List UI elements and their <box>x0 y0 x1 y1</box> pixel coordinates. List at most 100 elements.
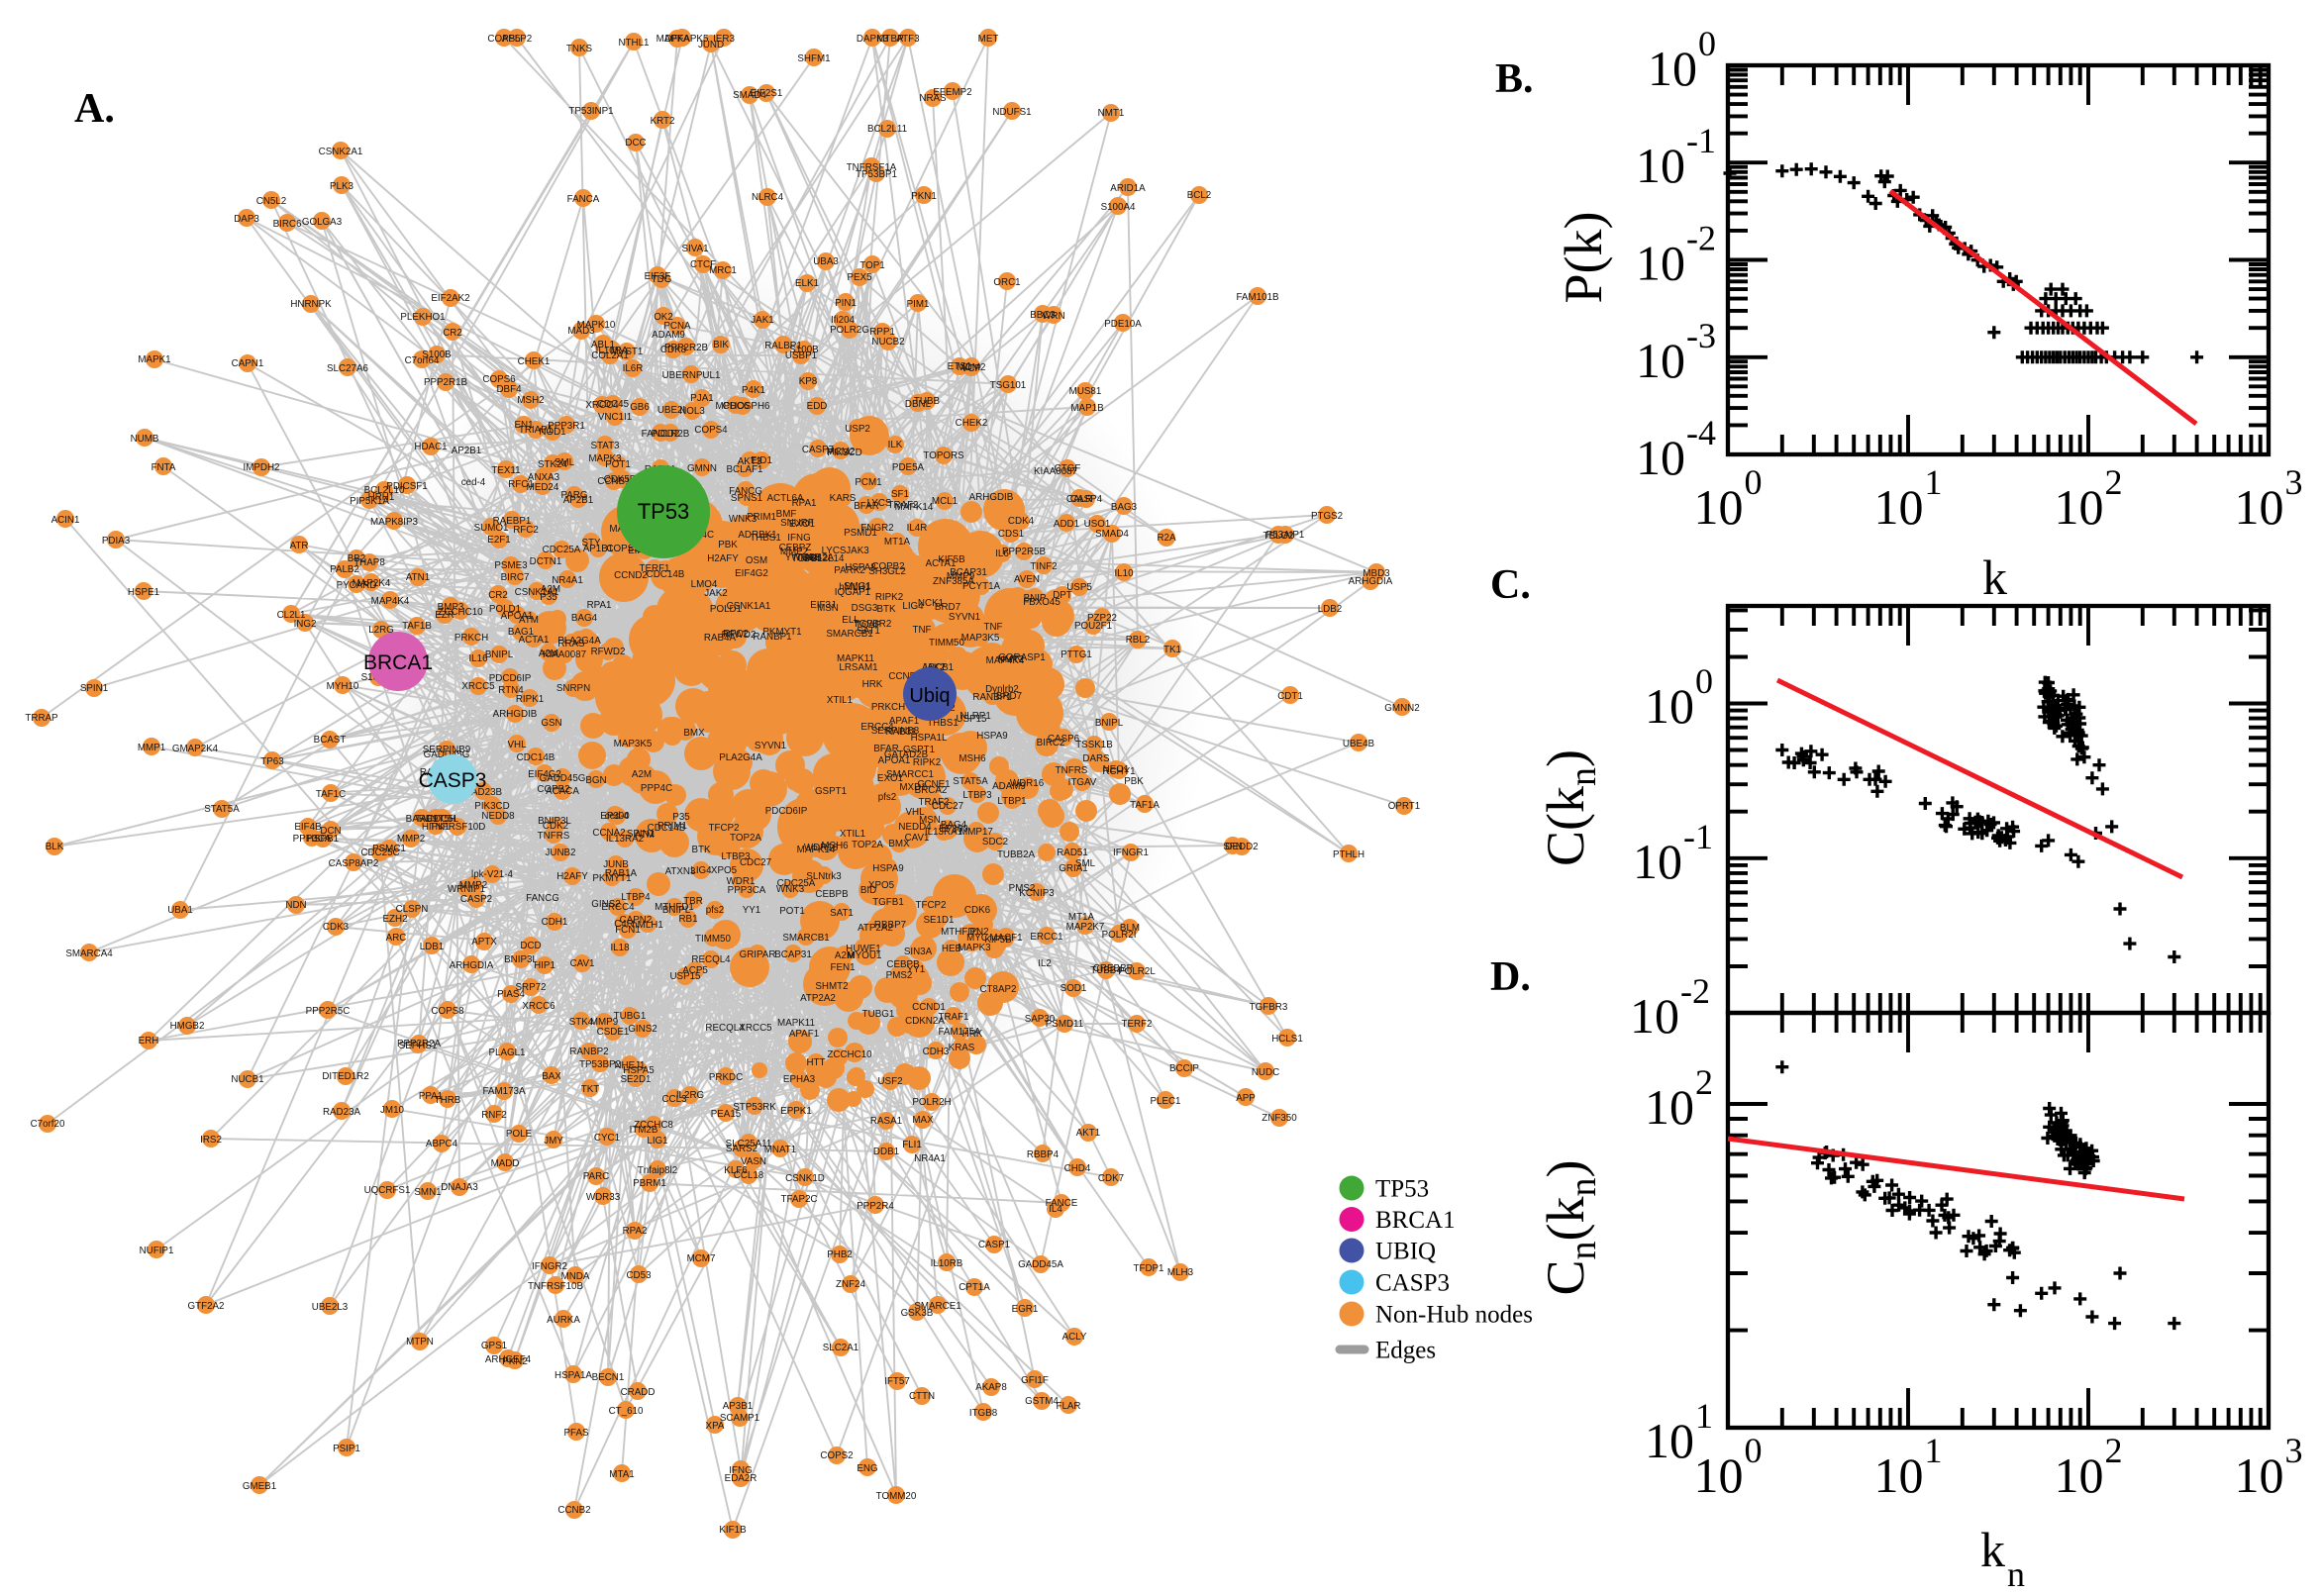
svg-text:10: 10 <box>2235 479 2284 535</box>
svg-text:SEPHS1: SEPHS1 <box>399 1041 438 1051</box>
svg-text:VHL: VHL <box>507 740 527 750</box>
svg-text:MAP3K5: MAP3K5 <box>961 633 1000 644</box>
svg-text:GTF2A2: GTF2A2 <box>187 1301 224 1312</box>
svg-text:IFNG: IFNG <box>729 1465 752 1476</box>
svg-text:PIK3CD: PIK3CD <box>474 801 509 812</box>
svg-text:BNIPL: BNIPL <box>662 905 691 916</box>
svg-text:KCNIP3: KCNIP3 <box>1019 888 1055 899</box>
svg-text:10: 10 <box>2235 1447 2284 1503</box>
svg-text:LDB1: LDB1 <box>420 942 445 952</box>
svg-text:AKAP8: AKAP8 <box>975 1382 1007 1393</box>
svg-text:HSPA9: HSPA9 <box>872 863 903 874</box>
svg-text:2: 2 <box>1695 1062 1713 1102</box>
svg-text:UBA3: UBA3 <box>813 256 839 267</box>
svg-text:SYVN1: SYVN1 <box>949 612 980 623</box>
svg-text:THAP8: THAP8 <box>354 557 385 568</box>
svg-text:NUMB: NUMB <box>131 434 159 445</box>
svg-text:A2M: A2M <box>541 584 560 595</box>
svg-text:CDC25A: CDC25A <box>777 878 816 889</box>
svg-text:RECQL4: RECQL4 <box>705 1023 745 1034</box>
svg-text:GSPT1: GSPT1 <box>903 745 935 755</box>
svg-text:MSN: MSN <box>817 603 839 614</box>
svg-text:MUS81: MUS81 <box>1069 386 1102 397</box>
svg-text:BRCA1: BRCA1 <box>1375 1207 1456 1234</box>
svg-text:LTBP3: LTBP3 <box>962 790 992 801</box>
svg-text:TNFRS: TNFRS <box>538 831 570 842</box>
svg-text:UBERNPUL1: UBERNPUL1 <box>662 370 721 381</box>
svg-text:ADAM9: ADAM9 <box>652 330 685 341</box>
svg-text:TNKS: TNKS <box>566 44 593 54</box>
svg-text:TAF1B: TAF1B <box>402 621 432 632</box>
svg-text:GSN: GSN <box>541 718 561 729</box>
svg-text:GRIA1: GRIA1 <box>1059 863 1087 874</box>
svg-text:GSTM4: GSTM4 <box>1025 1396 1059 1407</box>
svg-text:ATR: ATR <box>290 541 309 551</box>
svg-text:ERCC1: ERCC1 <box>1030 932 1062 943</box>
svg-text:MSH6: MSH6 <box>959 753 986 764</box>
svg-text:GB6: GB6 <box>630 402 650 413</box>
svg-text:BAG1: BAG1 <box>508 627 534 638</box>
svg-text:k: k <box>1982 549 2007 605</box>
svg-text:MAP3K5: MAP3K5 <box>614 739 653 749</box>
svg-text:ERCC4: ERCC4 <box>860 722 894 733</box>
svg-text:ATP2A2: ATP2A2 <box>858 923 893 934</box>
svg-text:GSK3B: GSK3B <box>901 1308 934 1319</box>
svg-text:HMGB2: HMGB2 <box>170 1021 205 1032</box>
svg-text:BMX: BMX <box>683 728 705 739</box>
svg-text:k: k <box>1980 1522 2005 1577</box>
svg-text:BTK: BTK <box>876 604 896 615</box>
svg-text:PCNA: PCNA <box>663 321 691 332</box>
svg-text:FAM173A: FAM173A <box>482 1086 525 1097</box>
svg-text:HSPA1L: HSPA1L <box>911 733 948 744</box>
svg-text:BNIP3L: BNIP3L <box>504 954 538 965</box>
svg-text:MAPK10: MAPK10 <box>577 320 616 331</box>
svg-text:RIPK2: RIPK2 <box>875 592 903 603</box>
svg-text:PPP2R5B: PPP2R5B <box>1002 547 1047 557</box>
svg-text:POLE: POLE <box>506 1129 533 1140</box>
svg-text:EP300: EP300 <box>600 811 630 822</box>
svg-text:SHMT2: SHMT2 <box>815 981 848 992</box>
svg-text:PKN1: PKN1 <box>911 191 937 202</box>
svg-text:PEX5: PEX5 <box>847 272 872 283</box>
svg-text:IFNGR1: IFNGR1 <box>1113 848 1149 858</box>
svg-text:RIPK1: RIPK1 <box>516 694 544 705</box>
svg-text:XPO5: XPO5 <box>711 865 738 876</box>
svg-text:USF2: USF2 <box>877 1076 902 1087</box>
svg-text:PTTG1: PTTG1 <box>1060 649 1092 660</box>
svg-text:IL6R: IL6R <box>623 363 644 374</box>
svg-text:MAX: MAX <box>912 1115 934 1126</box>
svg-text:RRAS: RRAS <box>557 639 585 649</box>
svg-text:SPNS1: SPNS1 <box>731 493 762 504</box>
svg-text:TRRAP: TRRAP <box>25 713 58 724</box>
svg-text:BCL2L11: BCL2L11 <box>867 124 907 135</box>
svg-text:CASP4: CASP4 <box>1070 494 1103 505</box>
svg-text:XRCC6: XRCC6 <box>522 1001 556 1012</box>
svg-text:C.: C. <box>1490 562 1531 608</box>
svg-text:SNURF: SNURF <box>780 518 814 529</box>
svg-text:MMP2: MMP2 <box>459 880 487 891</box>
svg-text:EDA2R: EDA2R <box>725 1473 758 1484</box>
svg-text:COPS6: COPS6 <box>482 374 516 385</box>
svg-text:FANCG: FANCG <box>729 486 762 497</box>
svg-text:PIK3CD: PIK3CD <box>827 448 861 458</box>
svg-text:IL2RG: IL2RG <box>676 1090 704 1101</box>
svg-text:RCHY1: RCHY1 <box>1102 766 1135 777</box>
svg-text:BMP3: BMP3 <box>438 602 464 613</box>
svg-text:SMARCB1: SMARCB1 <box>826 629 872 640</box>
svg-text:FNTA: FNTA <box>152 462 176 473</box>
svg-text:10: 10 <box>1636 430 1685 485</box>
svg-text:MTHFD1: MTHFD1 <box>941 927 980 938</box>
svg-text:GATAD2B: GATAD2B <box>884 749 929 760</box>
svg-text:KIAA0087: KIAA0087 <box>543 649 586 660</box>
svg-text:EXO1: EXO1 <box>789 519 815 530</box>
svg-text:TINF2: TINF2 <box>1030 561 1057 572</box>
svg-text:H2AFY: H2AFY <box>556 871 588 882</box>
svg-text:Ubiq: Ubiq <box>909 685 950 707</box>
svg-text:RPA1: RPA1 <box>587 600 612 611</box>
svg-text:EIF4G2: EIF4G2 <box>735 568 768 579</box>
svg-text:NCK1: NCK1 <box>918 598 944 609</box>
svg-text:DARS: DARS <box>1082 753 1110 764</box>
svg-text:WNK3: WNK3 <box>776 884 805 895</box>
svg-text:EIF4B: EIF4B <box>294 822 322 833</box>
svg-text:BAG3: BAG3 <box>1111 502 1138 513</box>
